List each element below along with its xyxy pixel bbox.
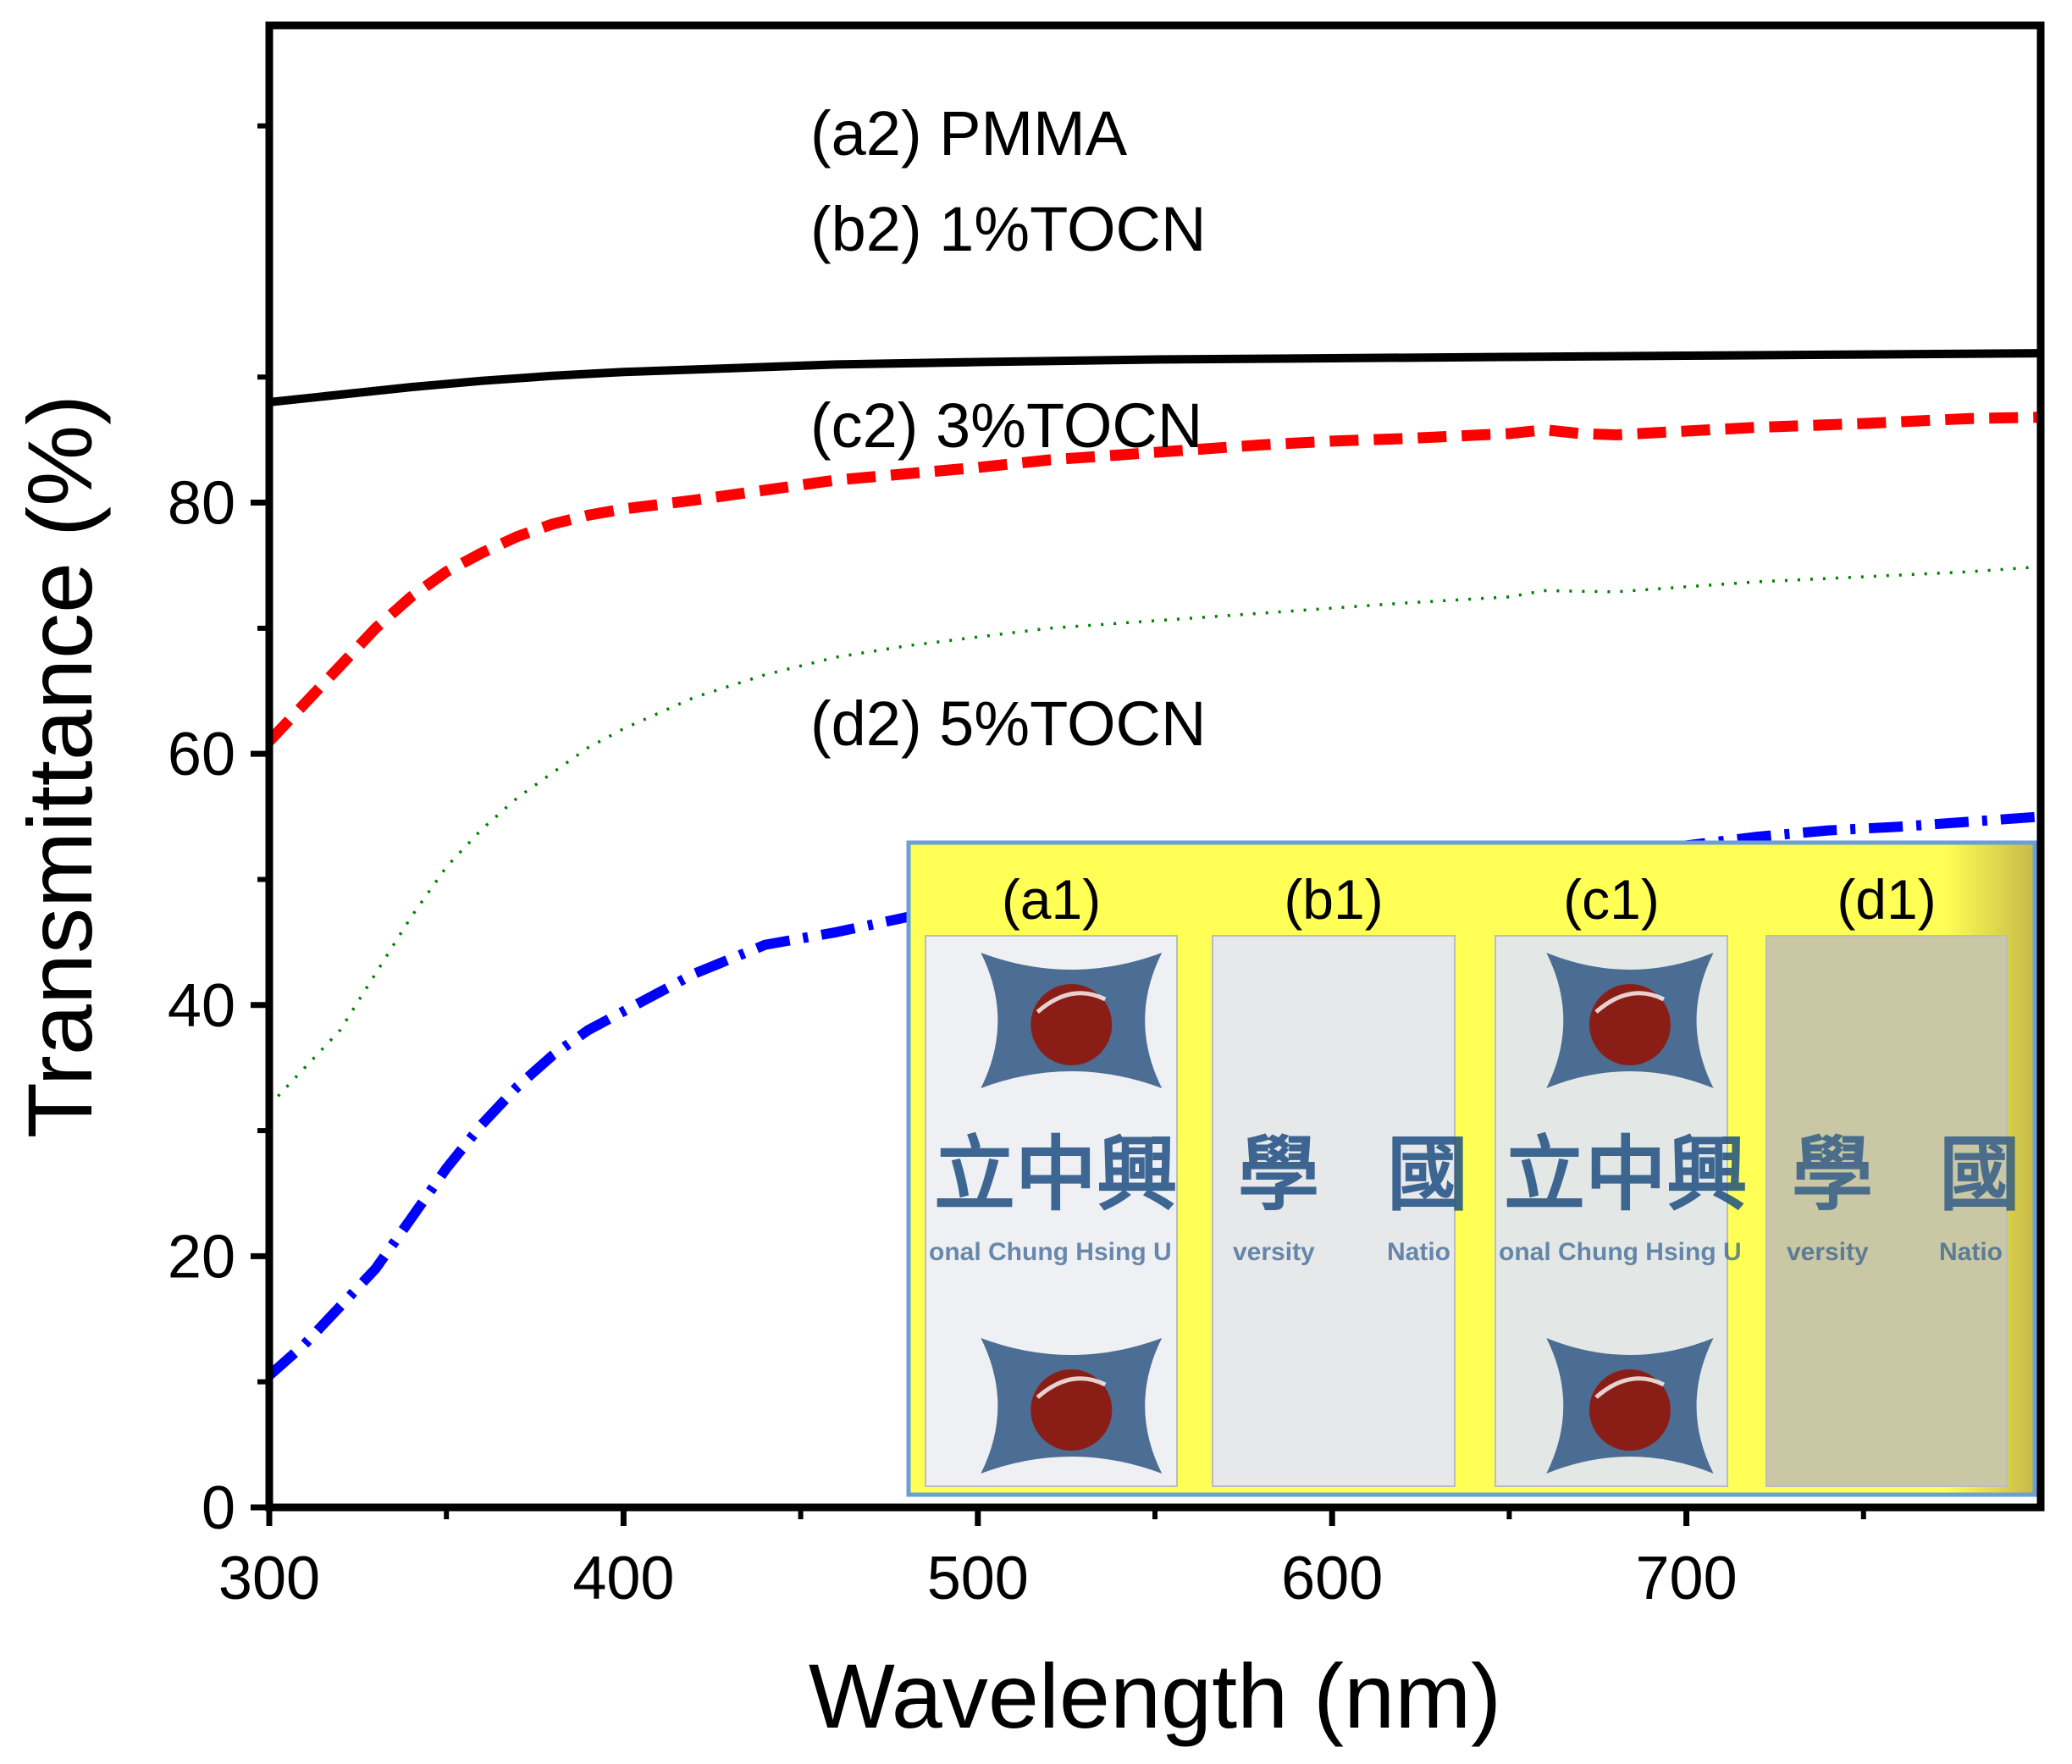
series-4-point bbox=[694, 973, 695, 974]
series-3-point bbox=[1757, 581, 1758, 582]
y-tick-label: 0 bbox=[202, 1474, 235, 1542]
series-label-2: (b2) 1%TOCN bbox=[810, 194, 1206, 264]
series-label-3: (c2) 3%TOCN bbox=[810, 390, 1202, 461]
logo-highlight bbox=[1594, 991, 1666, 1014]
photo-chinese-text: 學 bbox=[1792, 1126, 1873, 1222]
series-3-point bbox=[1155, 620, 1156, 621]
series-3-point bbox=[482, 829, 483, 830]
series-line-2 bbox=[269, 412, 2041, 745]
series-3-point bbox=[375, 973, 376, 974]
series-3-point bbox=[907, 645, 908, 646]
inset-photo-4 bbox=[1765, 935, 2008, 1487]
series-3-point bbox=[623, 728, 624, 729]
x-tick-label: 600 bbox=[1281, 1545, 1383, 1612]
photo-subtitle-text: onal Chung Hsing U bbox=[929, 1238, 1172, 1266]
series-3-point bbox=[1402, 603, 1403, 604]
series-3-point bbox=[411, 916, 412, 917]
x-tick-label: 400 bbox=[572, 1545, 674, 1612]
series-3-point bbox=[552, 772, 553, 773]
series-2-point bbox=[1757, 427, 1758, 428]
series-2-point bbox=[623, 508, 624, 509]
series-3-point bbox=[977, 637, 978, 638]
series-line-1 bbox=[269, 349, 2041, 406]
y-tick-label: 80 bbox=[168, 470, 235, 538]
photo-chinese-text: 立中興 bbox=[1504, 1126, 1748, 1222]
photo-subtitle-text-2: Natio bbox=[1387, 1238, 1450, 1266]
y-tick-label: 60 bbox=[168, 721, 235, 788]
inset-panel-label-1: (a1) bbox=[1002, 868, 1101, 931]
series-3-point bbox=[1615, 591, 1616, 592]
photo-subtitle-text: versity bbox=[1787, 1238, 1869, 1266]
series-2-point bbox=[977, 467, 978, 468]
series-label-4: (d2) 5%TOCN bbox=[810, 688, 1206, 759]
photo-subtitle-text-2: Natio bbox=[1939, 1238, 2003, 1266]
x-tick-label: 500 bbox=[927, 1545, 1029, 1612]
series-2-point bbox=[836, 479, 837, 480]
series-3-point bbox=[1686, 586, 1687, 587]
series-labels: (a2) PMMA (b2) 1%TOCN (c2) 3%TOCN (d2) 5%TO… bbox=[810, 98, 1206, 759]
x-tick-label: 300 bbox=[218, 1545, 320, 1612]
photo-chinese-text: 學 bbox=[1238, 1126, 1319, 1222]
logo-highlight bbox=[1594, 1376, 1666, 1399]
series-3-point bbox=[446, 866, 447, 867]
inset-panel-label-4: (d1) bbox=[1837, 868, 1936, 931]
series-2-point bbox=[1402, 438, 1403, 439]
series-3-point bbox=[1332, 608, 1333, 609]
series-2-point bbox=[1580, 433, 1581, 434]
photo-chinese-text: 立中興 bbox=[934, 1126, 1178, 1222]
x-axis-title: Wavelength (nm) bbox=[809, 1645, 1501, 1747]
series-2-point bbox=[1544, 429, 1545, 430]
photo-subtitle-text: onal Chung Hsing U bbox=[1499, 1238, 1742, 1266]
photo-chinese-text-2: 國 bbox=[1939, 1126, 2020, 1222]
logo-highlight bbox=[1036, 991, 1107, 1014]
photo-subtitle-text: versity bbox=[1233, 1238, 1315, 1266]
axes-layer: 300 400 500 600 700 0 20 40 60 80 bbox=[168, 123, 1866, 1612]
y-axis-title: Transmittance (%) bbox=[8, 395, 111, 1138]
photo-inset: (a1) 立中興 onal Chung Hsing U (b1) 學 versity 國 Na… bbox=[906, 840, 2037, 1497]
photo-chinese-text-2: 國 bbox=[1387, 1126, 1468, 1222]
y-tick-label: 40 bbox=[168, 972, 235, 1040]
inset-panel-label-2: (b1) bbox=[1284, 868, 1383, 931]
inset-photo-2 bbox=[1212, 935, 1456, 1487]
x-tick-label: 700 bbox=[1636, 1545, 1738, 1612]
series-label-1: (a2) PMMA bbox=[810, 98, 1128, 169]
y-tick-label: 20 bbox=[168, 1223, 235, 1291]
inset-panel-label-3: (c1) bbox=[1563, 868, 1660, 931]
logo-highlight bbox=[1036, 1376, 1107, 1399]
series-3-point bbox=[1261, 613, 1262, 614]
series-3-point bbox=[694, 697, 695, 698]
